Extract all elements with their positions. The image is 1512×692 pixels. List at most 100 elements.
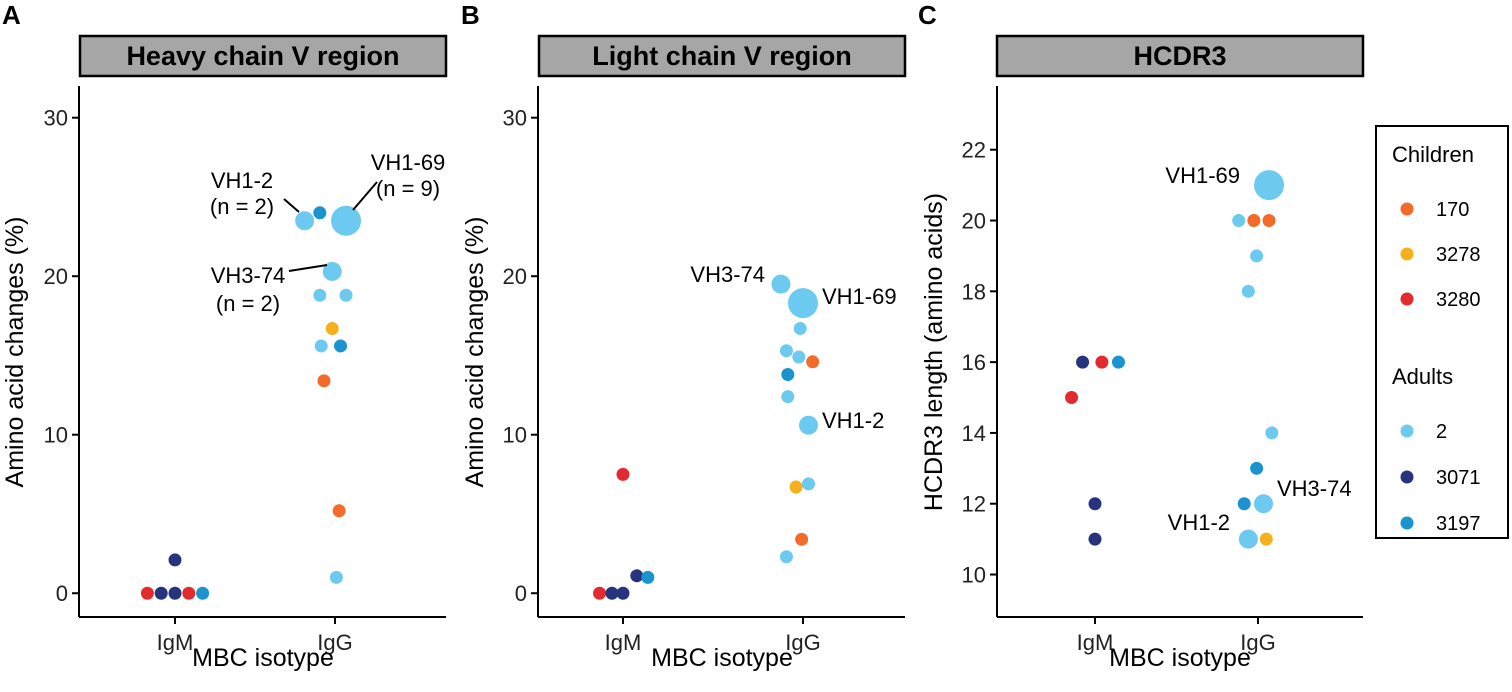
data-point bbox=[1095, 355, 1109, 369]
legend-swatch bbox=[1400, 202, 1414, 216]
annotation-label: (n = 2) bbox=[210, 194, 274, 219]
data-point bbox=[789, 480, 803, 494]
annotations-c: VH1-69 VH3-74 VH1-2 bbox=[1165, 163, 1351, 535]
y-tick-label: 14 bbox=[962, 421, 986, 446]
annotation-label: (n = 9) bbox=[376, 176, 440, 201]
data-point bbox=[792, 350, 806, 364]
data-point bbox=[313, 206, 327, 220]
y-tick-label: 10 bbox=[962, 563, 986, 588]
data-point bbox=[641, 570, 655, 584]
data-point bbox=[1238, 529, 1258, 549]
data-point bbox=[196, 586, 210, 600]
legend-swatch bbox=[1400, 424, 1414, 438]
data-point bbox=[1259, 532, 1273, 546]
data-point bbox=[317, 374, 331, 388]
annotation-label: VH1-69 bbox=[822, 284, 897, 309]
points-c bbox=[1065, 170, 1285, 549]
data-point bbox=[593, 586, 607, 600]
x-axis-title-c: MBC isotype bbox=[1109, 644, 1251, 672]
x-tick-label: IgG bbox=[317, 630, 352, 655]
legend-box bbox=[1375, 125, 1509, 539]
x-tick-label: IgM bbox=[157, 630, 194, 655]
y-tick-label: 30 bbox=[44, 106, 68, 131]
annotation-label: (n = 2) bbox=[216, 291, 280, 316]
panel-c-title: HCDR3 bbox=[1133, 41, 1226, 71]
annotation-label: VH1-2 bbox=[1168, 510, 1230, 535]
annotation-leader-line bbox=[288, 264, 328, 272]
y-tick-label: 20 bbox=[503, 264, 527, 289]
y-tick-label: 0 bbox=[515, 581, 527, 606]
data-point bbox=[314, 339, 328, 353]
annotation-label: VH1-69 bbox=[371, 150, 446, 175]
panel-letter-c: C bbox=[918, 0, 937, 30]
y-tick-label: 20 bbox=[44, 264, 68, 289]
annotation-leader-line bbox=[283, 198, 300, 213]
legend-group-title: Adults bbox=[1392, 364, 1453, 389]
panel-c: C HCDR3 10 12 14 16 18 20 22 IgM IgG VH1-69 VH3-7… bbox=[918, 0, 1365, 672]
annotations-b: VH3-74 VH1-69 VH1-2 bbox=[690, 262, 896, 433]
panel-b: B Light chain V region 0 10 20 30 IgM IgG VH3… bbox=[461, 0, 907, 672]
data-point bbox=[1250, 461, 1264, 475]
data-point bbox=[1254, 494, 1274, 514]
annotation-label: VH3-74 bbox=[211, 263, 286, 288]
data-point bbox=[1088, 497, 1102, 511]
annotations-a: VH1-2(n = 2)VH1-69(n = 9)VH3-74(n = 2) bbox=[210, 150, 445, 316]
data-point bbox=[802, 477, 816, 491]
x-axis-title-b: MBC isotype bbox=[651, 644, 793, 672]
panel-b-title: Light chain V region bbox=[592, 41, 852, 71]
y-tick-label: 12 bbox=[962, 492, 986, 517]
y-tick-label: 0 bbox=[56, 581, 68, 606]
annotation-leader-line bbox=[352, 181, 378, 211]
strip-header-b bbox=[537, 34, 907, 78]
legend-entry-label: 3197 bbox=[1436, 513, 1481, 535]
legend-entries: 170 3278 3280 2 3071 3197 bbox=[1400, 199, 1481, 535]
data-point bbox=[322, 261, 342, 281]
annotation-label: VH1-2 bbox=[822, 408, 884, 433]
data-point bbox=[182, 586, 196, 600]
data-point bbox=[793, 322, 807, 336]
data-point bbox=[1241, 284, 1255, 298]
data-point bbox=[339, 288, 353, 302]
legend: Children Adults 170 3278 3280 2 3071 3197 bbox=[1375, 125, 1509, 539]
data-point bbox=[779, 550, 793, 564]
legend-entry-label: 3280 bbox=[1436, 289, 1481, 311]
annotation-label: VH3-74 bbox=[1277, 476, 1352, 501]
panel-letter-a: A bbox=[2, 0, 21, 30]
data-point bbox=[806, 355, 820, 369]
y-tick-label: 30 bbox=[503, 106, 527, 131]
x-tick-label: IgM bbox=[605, 630, 642, 655]
x-tick-label: IgM bbox=[1077, 630, 1114, 655]
data-point bbox=[1076, 355, 1090, 369]
data-point bbox=[1088, 532, 1102, 546]
legend-entry-label: 170 bbox=[1436, 199, 1469, 221]
data-point bbox=[781, 367, 795, 381]
strip-header-c bbox=[995, 34, 1365, 78]
x-axis-title-a: MBC isotype bbox=[192, 644, 334, 672]
data-point bbox=[325, 322, 339, 336]
legend-entry-label: 2 bbox=[1436, 421, 1447, 443]
data-point bbox=[1065, 391, 1079, 405]
data-point bbox=[1237, 497, 1251, 511]
y-axis-title-a: Amino acid changes (%) bbox=[1, 217, 29, 488]
ticks-a: 0 10 20 30 IgM IgG bbox=[44, 106, 353, 655]
panel-a-title: Heavy chain V region bbox=[126, 41, 399, 71]
y-tick-label: 20 bbox=[962, 209, 986, 234]
panel-letter-b: B bbox=[461, 0, 480, 30]
data-point bbox=[781, 390, 795, 404]
data-point bbox=[799, 415, 819, 435]
panel-a: A Heavy chain V region 0 10 20 30 IgM IgG VH1… bbox=[1, 0, 448, 672]
y-tick-label: 10 bbox=[44, 423, 68, 448]
data-point bbox=[154, 586, 168, 600]
data-point bbox=[332, 504, 346, 518]
annotation-label: VH1-2 bbox=[211, 168, 273, 193]
y-axis-title-b: Amino acid changes (%) bbox=[461, 217, 489, 488]
annotation-label: VH3-74 bbox=[690, 262, 765, 287]
ticks-c: 10 12 14 16 18 20 22 IgM IgG bbox=[962, 138, 1276, 655]
data-point bbox=[329, 570, 343, 584]
strip-header-a bbox=[78, 34, 448, 78]
data-point bbox=[1254, 170, 1285, 201]
points-a bbox=[140, 205, 362, 600]
data-point bbox=[616, 586, 630, 600]
y-tick-label: 10 bbox=[503, 423, 527, 448]
